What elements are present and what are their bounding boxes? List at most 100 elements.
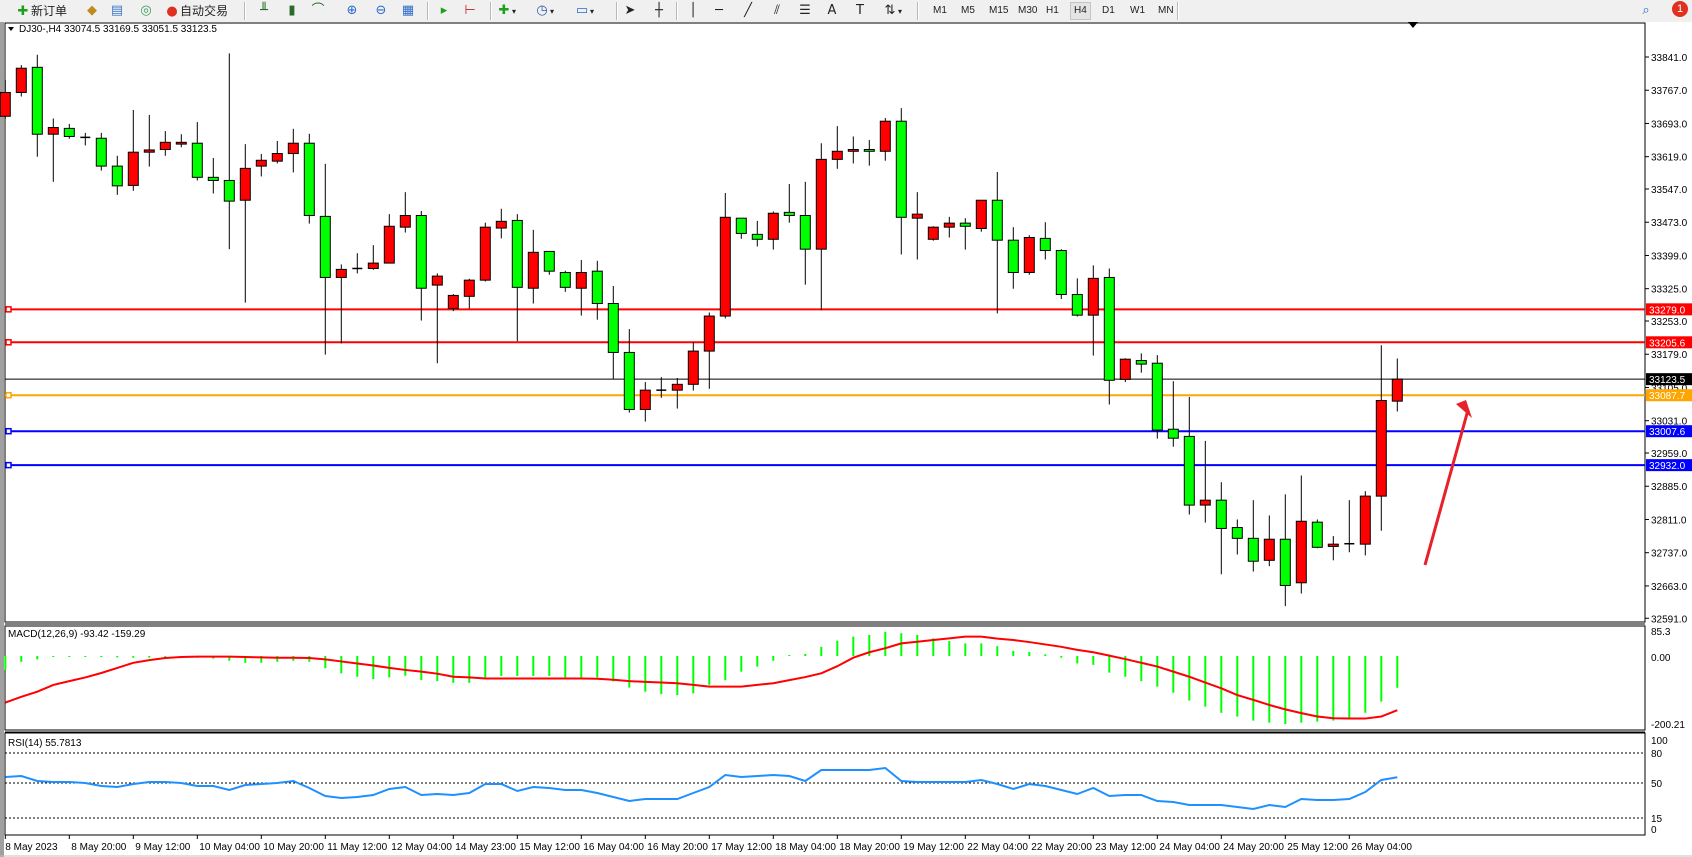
history-icon: ▤ bbox=[110, 3, 124, 18]
channel-button[interactable]: ⫽ bbox=[769, 2, 785, 20]
candle bbox=[607, 285, 619, 379]
candle bbox=[719, 193, 731, 319]
candle-body-bull bbox=[911, 213, 923, 219]
candle bbox=[1103, 268, 1115, 405]
zoom-out-button[interactable]: ⊖ bbox=[373, 2, 389, 20]
tile-windows-button[interactable]: ▦ bbox=[400, 2, 416, 20]
macd-axis-label: 85.3 bbox=[1651, 627, 1671, 638]
candle-body-bear bbox=[1055, 250, 1067, 296]
metaeditor-button[interactable]: ◆ bbox=[84, 2, 100, 20]
auto-scroll-icon: ▸ bbox=[440, 3, 448, 18]
candle-body-bear bbox=[319, 215, 331, 278]
candle bbox=[1231, 519, 1243, 555]
candle bbox=[239, 144, 251, 303]
vertical-line-icon: │ bbox=[689, 3, 697, 18]
candle-body-bear bbox=[1183, 435, 1195, 506]
candle-body-bull bbox=[703, 315, 715, 352]
candlestick-button[interactable]: ▮ bbox=[284, 2, 300, 20]
level-price-label: 33279.0 bbox=[1649, 305, 1686, 316]
bar-chart-button[interactable]: ╨ bbox=[256, 2, 272, 20]
candle-body-bull bbox=[687, 350, 699, 385]
timeframe-m15[interactable]: M15 bbox=[989, 5, 1009, 16]
arrow-annotation-shaft[interactable] bbox=[1423, 409, 1470, 566]
cursor-button[interactable]: ➤ bbox=[622, 2, 638, 20]
chart-shift-button[interactable]: ⊢ bbox=[462, 2, 478, 20]
trendline-button[interactable]: ╱ bbox=[740, 2, 756, 20]
templates-button[interactable]: ▭ ▾ bbox=[575, 3, 595, 18]
horizontal-line-button[interactable]: ─ bbox=[711, 2, 727, 20]
candle-body-bear bbox=[607, 303, 619, 353]
new-order-button[interactable]: ✚ 新订单 bbox=[15, 2, 67, 20]
level-handle[interactable] bbox=[5, 391, 12, 399]
candle bbox=[1119, 358, 1131, 383]
level-handle[interactable] bbox=[5, 339, 12, 346]
candle bbox=[223, 53, 235, 250]
candle bbox=[47, 118, 59, 182]
timeframe-h4[interactable]: H4 bbox=[1070, 2, 1091, 20]
candle bbox=[1344, 500, 1355, 553]
candle-body-bull bbox=[47, 126, 59, 135]
signal-icon: ◎ bbox=[140, 3, 152, 18]
candle-body-bear bbox=[591, 270, 603, 305]
candle bbox=[1087, 265, 1099, 356]
candle bbox=[895, 108, 907, 255]
macd-pane bbox=[4, 625, 1646, 731]
timeframe-d1[interactable]: D1 bbox=[1102, 5, 1115, 16]
timeframe-m1[interactable]: M1 bbox=[933, 5, 947, 16]
history-button[interactable]: ▤ bbox=[109, 2, 125, 20]
candle-body-bull bbox=[159, 141, 171, 150]
candle-body-bull bbox=[927, 226, 939, 240]
toolbar-separator bbox=[1177, 2, 1179, 20]
candle bbox=[639, 382, 651, 422]
auto-trading-button[interactable]: ● 自动交易 bbox=[164, 2, 228, 20]
time-axis-label: 10 May 04:00 bbox=[199, 842, 260, 853]
candle bbox=[1071, 278, 1083, 317]
crosshair-button[interactable]: ┼ bbox=[651, 2, 667, 20]
signals-button[interactable]: ◎ bbox=[138, 2, 154, 20]
text-button[interactable]: A bbox=[824, 2, 840, 20]
text-label-button[interactable]: T bbox=[852, 2, 868, 20]
timeframe-m5[interactable]: M5 bbox=[961, 5, 975, 16]
timeframe-m30[interactable]: M30 bbox=[1018, 5, 1038, 16]
candle bbox=[1359, 491, 1371, 556]
left-edge bbox=[0, 22, 4, 857]
notification-badge[interactable]: 1 bbox=[1672, 1, 1688, 17]
timeframe-mn[interactable]: MN bbox=[1158, 5, 1174, 16]
candle bbox=[1295, 475, 1307, 594]
arrow-up-icon[interactable] bbox=[1456, 400, 1472, 418]
auto-scroll-button[interactable]: ▸ bbox=[436, 2, 452, 20]
timeframe-w1[interactable]: W1 bbox=[1130, 5, 1145, 16]
candle bbox=[191, 122, 203, 181]
candles bbox=[0, 53, 1403, 607]
periods-button[interactable]: ◷ ▾ bbox=[534, 2, 554, 20]
zoom-in-button[interactable]: ⊕ bbox=[344, 2, 360, 20]
candle bbox=[575, 259, 587, 316]
collapse-triangle-icon[interactable] bbox=[8, 27, 14, 31]
search-button[interactable]: ⌕ bbox=[1638, 2, 1654, 20]
candle bbox=[80, 132, 91, 146]
time-axis-label: 15 May 12:00 bbox=[519, 842, 580, 853]
candle bbox=[911, 192, 923, 260]
level-handle[interactable] bbox=[5, 306, 12, 313]
line-chart-button[interactable]: ⌒ bbox=[310, 2, 326, 20]
chart-shift-marker-icon[interactable] bbox=[1408, 22, 1418, 28]
level-handle[interactable] bbox=[5, 461, 12, 469]
candle-body-bull bbox=[255, 159, 267, 167]
indicators-button[interactable]: ✚ ▾ bbox=[496, 2, 516, 20]
level-handle[interactable] bbox=[5, 427, 12, 435]
candle bbox=[431, 273, 443, 364]
candle bbox=[959, 218, 971, 250]
candle-body-bear bbox=[31, 66, 43, 135]
candle-body-bear bbox=[1311, 521, 1323, 548]
fibonacci-button[interactable]: ☰ bbox=[797, 2, 813, 20]
timeframe-h1[interactable]: H1 bbox=[1046, 5, 1059, 16]
arrows-button[interactable]: ⇅ ▾ bbox=[882, 2, 902, 20]
candle bbox=[975, 199, 987, 232]
candle-body-bull bbox=[639, 389, 651, 410]
vertical-line-button[interactable]: │ bbox=[685, 2, 701, 20]
candle-body-bull bbox=[1359, 495, 1371, 545]
candle-body-bear bbox=[1215, 499, 1227, 529]
price-axis-label: 33767.0 bbox=[1651, 86, 1688, 97]
candle bbox=[319, 163, 331, 355]
